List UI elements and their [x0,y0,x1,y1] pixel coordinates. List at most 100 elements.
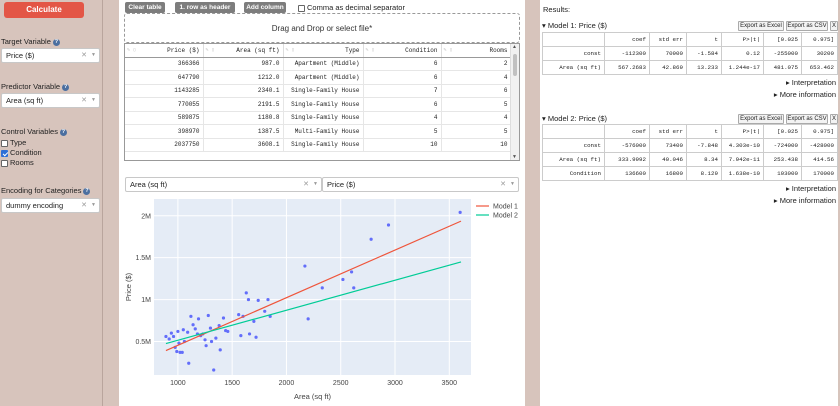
checkbox-icon[interactable] [1,139,8,147]
table-cell[interactable]: 1212.0 [203,70,284,85]
export-csv-button[interactable]: Export as CSV [786,21,828,31]
caret-right-icon[interactable]: ▸ [773,196,778,205]
export-excel-button[interactable]: Export as Excel [738,114,784,124]
table-cell[interactable]: Single-Family House [283,97,364,112]
target-variable-select[interactable]: Price ($) ✕ ▼ [1,48,100,63]
clear-icon[interactable]: ✕ [303,181,309,188]
table-cell[interactable]: 6 [441,84,512,98]
table-cell[interactable]: Single-Family House [283,84,364,98]
table-cell[interactable]: 6 [363,57,442,71]
caret-right-icon[interactable]: ▸ [785,78,790,87]
table-cell[interactable]: 4 [363,111,442,125]
plot-x-select[interactable]: Area (sq ft) ✕ ▼ [125,177,322,192]
model-2-header[interactable]: ▾ Model 2: Price ($) [542,114,608,123]
table-cell[interactable]: 2340.1 [203,84,284,98]
clear-icon[interactable]: ✕ [500,181,506,188]
comma-decimal-checkbox[interactable]: Comma as decimal separator [298,3,405,12]
edit-icon[interactable]: ✎ ▯ [365,47,375,53]
table-cell[interactable]: 10 [441,138,512,152]
control-variables-label: Control Variables? [1,127,67,136]
table-cell[interactable]: Multi-Family House [283,124,364,139]
edit-icon[interactable]: ✎ ▯ [285,47,295,53]
table-cell[interactable]: 10 [363,138,442,152]
calculate-button[interactable]: Calculate [4,2,84,18]
column-header[interactable]: ✎ ▯ Area (sq ft) [203,44,284,58]
table-cell[interactable]: 6 [363,70,442,85]
chevron-up-icon[interactable]: ▲ [512,44,517,50]
table-cell[interactable]: 2 [441,57,512,71]
chevron-down-icon[interactable]: ▼ [313,181,318,187]
table-cell[interactable]: 4 [441,111,512,125]
table-cell[interactable]: Apartment (Middle) [283,70,364,85]
checkbox-checked-icon[interactable] [1,149,8,157]
table-cell[interactable]: Apartment (Middle) [283,57,364,71]
chevron-down-icon[interactable]: ▼ [510,181,515,187]
table-cell[interactable]: 2191.5 [203,97,284,112]
encoding-select[interactable]: dummy encoding ✕ ▼ [1,198,100,213]
table-cell[interactable]: 5 [441,124,512,139]
more-information-toggle[interactable]: ▸ More information [773,196,836,205]
table-cell[interactable]: 987.0 [203,57,284,71]
checkbox-icon[interactable] [1,159,8,167]
table-cell[interactable]: 4 [441,70,512,85]
table-cell[interactable]: 589875 [125,111,204,125]
chevron-down-icon[interactable]: ▼ [512,154,517,160]
table-cell[interactable]: 647790 [125,70,204,85]
chevron-down-icon[interactable]: ▼ [91,202,96,208]
table-cell[interactable]: 5 [363,124,442,139]
table-cell[interactable]: 3608.1 [203,138,284,152]
interpretation-toggle[interactable]: ▸ Interpretation [785,184,836,193]
scrollbar-thumb[interactable] [513,54,517,76]
model-1-header[interactable]: ▾ Model 1: Price ($) [542,21,608,30]
help-icon[interactable]: ? [83,187,91,195]
caret-down-icon[interactable]: ▾ [542,114,546,123]
caret-right-icon[interactable]: ▸ [773,90,778,99]
table-cell[interactable]: 5 [441,97,512,112]
edit-icon[interactable]: ✎ ▯ [205,47,215,53]
export-excel-button[interactable]: Export as Excel [738,21,784,31]
table-cell[interactable]: 1387.5 [203,124,284,139]
control-checkbox-type[interactable]: Type [1,138,26,147]
table-cell[interactable]: 398970 [125,124,204,139]
help-icon[interactable]: ? [62,83,70,91]
column-header[interactable]: ✎ ▯ Type [283,44,364,58]
clear-icon[interactable]: ✕ [81,52,87,59]
clear-icon[interactable]: ✕ [81,97,87,104]
control-checkbox-rooms[interactable]: Rooms [1,158,34,167]
file-dropzone[interactable]: Drag and Drop or select file* [124,13,520,43]
close-model-button[interactable]: X [830,114,838,124]
table-cell[interactable]: 1143285 [125,84,204,98]
add-column-button[interactable]: Add column [244,2,286,13]
edit-icon[interactable]: ✎ ▯ [127,47,137,53]
table-cell[interactable]: 770055 [125,97,204,112]
column-header[interactable]: ✎ ▯ Rooms [441,44,512,58]
column-header[interactable]: ✎ ▯ Condition [363,44,442,58]
table-cell[interactable]: Single-Family House [283,111,364,125]
table-cell[interactable]: 7 [363,84,442,98]
checkbox-icon[interactable] [298,4,305,12]
clear-icon[interactable]: ✕ [81,202,87,209]
table-cell[interactable]: Single-Family House [283,138,364,152]
table-cell[interactable]: 1180.8 [203,111,284,125]
chevron-down-icon[interactable]: ▼ [91,52,96,58]
column-header[interactable]: ✎ ▯ Price ($) [125,44,204,58]
caret-down-icon[interactable]: ▾ [542,21,546,30]
table-cell[interactable]: 6 [363,97,442,112]
row-as-header-button[interactable]: 1. row as header [175,2,235,13]
plot-y-select[interactable]: Price ($) ✕ ▼ [322,177,519,192]
chevron-down-icon[interactable]: ▼ [91,97,96,103]
table-cell[interactable]: 366366 [125,57,204,71]
caret-right-icon[interactable]: ▸ [785,184,790,193]
close-model-button[interactable]: X [830,21,838,31]
help-icon[interactable]: ? [59,128,67,136]
more-information-toggle[interactable]: ▸ More information [773,90,836,99]
help-icon[interactable]: ? [52,38,60,46]
clear-table-button[interactable]: Clear table [125,2,165,13]
control-checkbox-condition[interactable]: Condition [1,148,42,157]
export-csv-button[interactable]: Export as CSV [786,114,828,124]
interpretation-toggle[interactable]: ▸ Interpretation [785,78,836,87]
predictor-variable-select[interactable]: Area (sq ft) ✕ ▼ [1,93,100,108]
table-scrollbar[interactable]: ▲ ▼ [510,44,519,160]
edit-icon[interactable]: ✎ ▯ [443,47,453,53]
table-cell[interactable]: 2037750 [125,138,204,152]
